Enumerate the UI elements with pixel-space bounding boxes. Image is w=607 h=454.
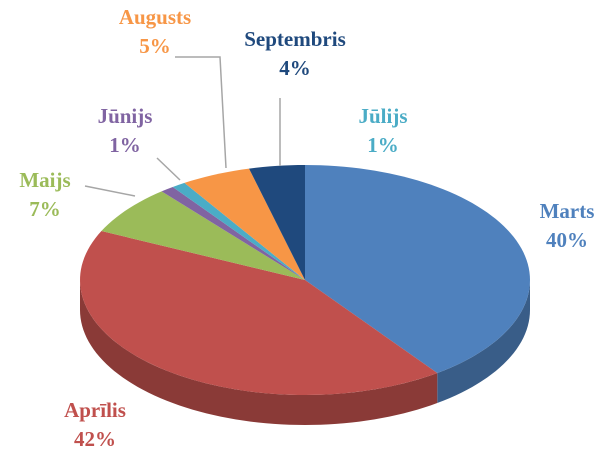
data-label-value: 40% [546,228,588,252]
leader-line [175,56,227,169]
data-label-name: Septembris [244,27,346,51]
data-label-value: 7% [29,197,61,221]
data-label-name: Jūlijs [358,104,407,128]
slice [161,186,305,280]
data-label-name: Augusts [119,5,191,29]
leader-line [84,185,136,197]
slice [184,168,305,280]
data-label-value: 42% [74,427,116,451]
slice [172,182,305,280]
data-label-value: 1% [367,133,399,157]
data-label-name: Aprīlis [64,398,126,422]
slice [249,165,305,280]
leader-line [156,157,181,181]
slice [101,191,305,280]
slice [305,165,530,374]
slice [80,231,438,395]
data-label-value: 1% [109,133,141,157]
slice-side [437,280,530,404]
data-label-name: Jūnijs [98,104,153,128]
data-label-value: 4% [279,56,311,80]
slice-side [80,280,438,425]
data-label-name: Marts [540,199,595,223]
data-label-value: 5% [139,34,171,58]
data-label-name: Maijs [19,168,70,192]
